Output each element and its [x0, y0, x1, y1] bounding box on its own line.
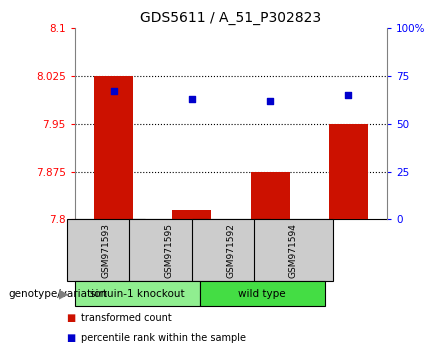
Text: wild type: wild type: [238, 289, 286, 299]
Text: GSM971595: GSM971595: [164, 223, 173, 278]
Text: percentile rank within the sample: percentile rank within the sample: [81, 333, 246, 343]
Text: GSM971594: GSM971594: [289, 223, 298, 278]
Text: ■: ■: [66, 333, 75, 343]
Point: [267, 98, 274, 104]
Text: sirtuin-1 knockout: sirtuin-1 knockout: [90, 289, 185, 299]
Bar: [329, 124, 368, 219]
Text: GSM971592: GSM971592: [227, 223, 235, 278]
Bar: [250, 172, 290, 219]
Text: ■: ■: [66, 313, 75, 323]
Bar: [94, 76, 133, 219]
Text: GSM971593: GSM971593: [102, 223, 110, 278]
Point: [110, 88, 117, 94]
Text: genotype/variation: genotype/variation: [9, 289, 108, 299]
Bar: [172, 210, 212, 219]
Point: [345, 92, 352, 98]
Point: [188, 96, 195, 102]
Title: GDS5611 / A_51_P302823: GDS5611 / A_51_P302823: [140, 11, 322, 24]
Text: ▶: ▶: [59, 287, 68, 300]
Text: transformed count: transformed count: [81, 313, 172, 323]
